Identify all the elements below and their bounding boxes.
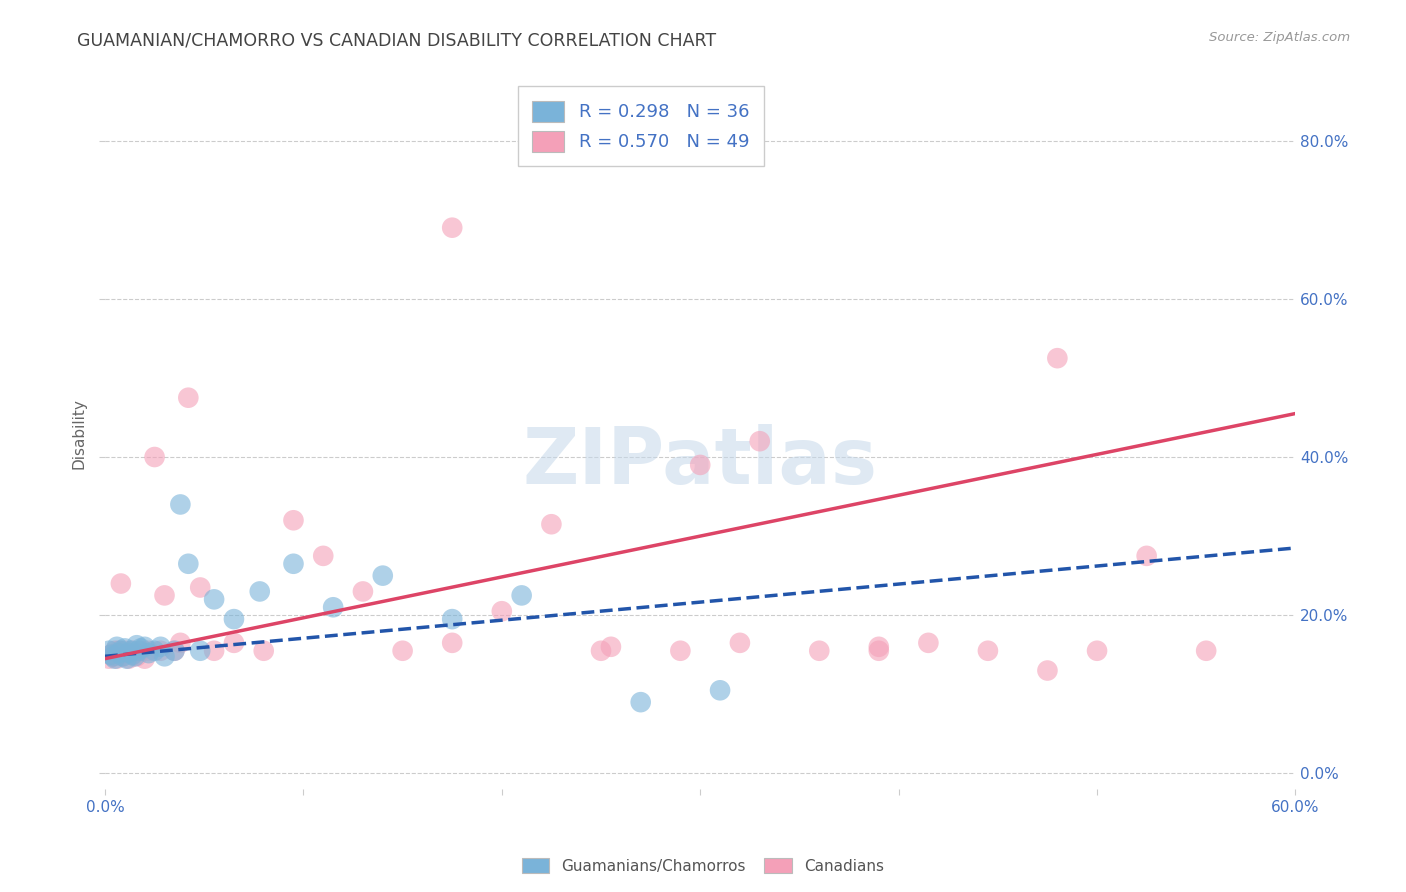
- Point: [97, 651, 120, 665]
- Point: [441, 220, 464, 235]
- Point: [202, 592, 225, 607]
- Point: [630, 695, 652, 709]
- Point: [120, 644, 142, 658]
- Point: [669, 644, 692, 658]
- Point: [222, 636, 245, 650]
- Point: [143, 450, 166, 464]
- Point: [352, 584, 374, 599]
- Point: [177, 391, 200, 405]
- Point: [917, 636, 939, 650]
- Point: [202, 644, 225, 658]
- Point: [129, 644, 152, 658]
- Point: [689, 458, 711, 472]
- Point: [121, 648, 143, 662]
- Point: [114, 644, 136, 658]
- Legend: Guamanians/Chamorros, Canadians: Guamanians/Chamorros, Canadians: [516, 852, 890, 880]
- Point: [108, 644, 131, 658]
- Point: [118, 646, 141, 660]
- Point: [188, 581, 211, 595]
- Point: [249, 584, 271, 599]
- Point: [125, 649, 148, 664]
- Point: [149, 644, 172, 658]
- Point: [808, 644, 831, 658]
- Point: [104, 644, 127, 658]
- Point: [441, 636, 464, 650]
- Point: [188, 644, 211, 658]
- Point: [510, 588, 533, 602]
- Point: [163, 644, 186, 658]
- Point: [100, 648, 122, 662]
- Point: [283, 557, 305, 571]
- Point: [391, 644, 413, 658]
- Point: [105, 640, 128, 654]
- Text: GUAMANIAN/CHAMORRO VS CANADIAN DISABILITY CORRELATION CHART: GUAMANIAN/CHAMORRO VS CANADIAN DISABILIT…: [77, 31, 717, 49]
- Point: [748, 434, 770, 449]
- Point: [283, 513, 305, 527]
- Point: [115, 651, 138, 665]
- Point: [1046, 351, 1069, 366]
- Y-axis label: Disability: Disability: [72, 398, 86, 468]
- Point: [868, 640, 890, 654]
- Point: [101, 649, 124, 664]
- Point: [149, 640, 172, 654]
- Point: [1136, 549, 1159, 563]
- Point: [441, 612, 464, 626]
- Text: Source: ZipAtlas.com: Source: ZipAtlas.com: [1209, 31, 1350, 45]
- Point: [153, 588, 176, 602]
- Point: [128, 644, 150, 658]
- Point: [322, 600, 344, 615]
- Point: [177, 557, 200, 571]
- Point: [728, 636, 751, 650]
- Point: [312, 549, 335, 563]
- Point: [138, 646, 160, 660]
- Point: [108, 646, 131, 660]
- Point: [111, 649, 134, 664]
- Point: [153, 649, 176, 664]
- Point: [163, 644, 186, 658]
- Point: [1195, 644, 1218, 658]
- Point: [134, 651, 156, 665]
- Point: [253, 644, 276, 658]
- Point: [134, 640, 156, 654]
- Point: [129, 641, 152, 656]
- Point: [111, 649, 134, 664]
- Point: [124, 649, 146, 664]
- Point: [709, 683, 731, 698]
- Point: [114, 641, 136, 656]
- Point: [97, 644, 120, 658]
- Point: [589, 644, 612, 658]
- Point: [600, 640, 623, 654]
- Text: ZIPatlas: ZIPatlas: [523, 424, 877, 500]
- Point: [169, 636, 191, 650]
- Point: [110, 644, 132, 658]
- Legend: R = 0.298   N = 36, R = 0.570   N = 49: R = 0.298 N = 36, R = 0.570 N = 49: [517, 87, 763, 166]
- Point: [1085, 644, 1108, 658]
- Point: [121, 644, 143, 658]
- Point: [105, 651, 128, 665]
- Point: [143, 644, 166, 658]
- Point: [118, 651, 141, 665]
- Point: [101, 649, 124, 664]
- Point: [110, 576, 132, 591]
- Point: [138, 644, 160, 658]
- Point: [104, 651, 127, 665]
- Point: [491, 604, 513, 618]
- Point: [977, 644, 1000, 658]
- Point: [868, 644, 890, 658]
- Point: [222, 612, 245, 626]
- Point: [540, 517, 562, 532]
- Point: [1036, 664, 1059, 678]
- Point: [125, 638, 148, 652]
- Point: [169, 498, 191, 512]
- Point: [371, 568, 394, 582]
- Point: [100, 648, 122, 662]
